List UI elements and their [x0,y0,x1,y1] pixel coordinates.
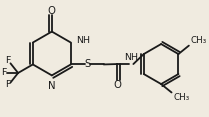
Text: CH₃: CH₃ [190,36,207,45]
Text: S: S [84,59,90,69]
Text: CH₃: CH₃ [173,93,189,102]
Text: F: F [5,56,11,65]
Text: F: F [1,68,6,77]
Text: N: N [48,81,56,91]
Text: NH: NH [76,36,90,45]
Text: NH: NH [124,53,138,62]
Text: O: O [113,80,121,90]
Text: O: O [48,6,56,16]
Text: F: F [5,80,11,90]
